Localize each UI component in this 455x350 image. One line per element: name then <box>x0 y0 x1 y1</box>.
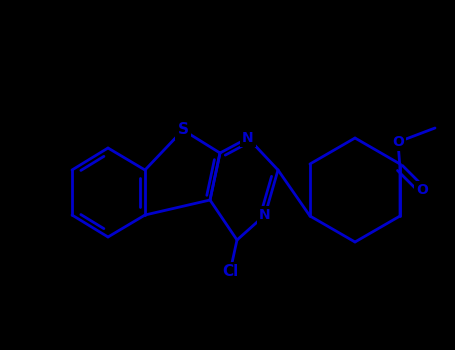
Text: Cl: Cl <box>222 265 238 280</box>
Text: N: N <box>259 208 271 222</box>
Text: O: O <box>392 135 404 149</box>
Text: O: O <box>416 183 428 197</box>
Text: N: N <box>242 131 254 145</box>
Text: S: S <box>177 122 188 138</box>
